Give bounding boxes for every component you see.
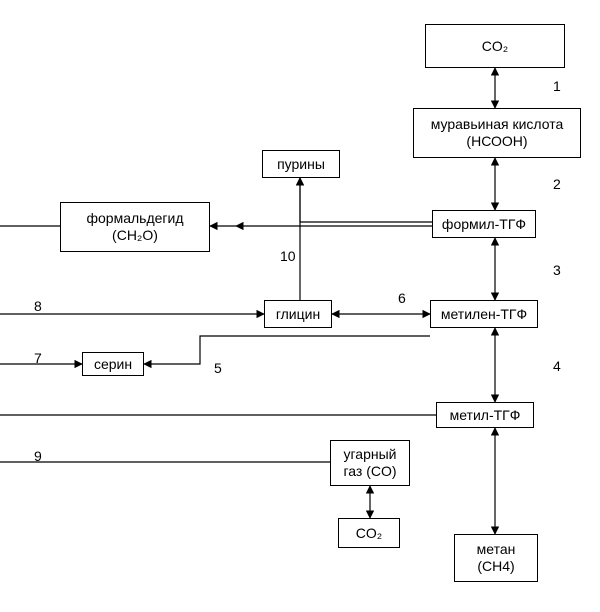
edge-label-text: 5 xyxy=(214,360,222,376)
node-methyl: метил-ТГФ xyxy=(436,402,534,428)
edge-label-text: 8 xyxy=(34,298,42,314)
node-methylene: метилен-ТГФ xyxy=(430,300,538,328)
edge-label-l5: 5 xyxy=(214,360,222,376)
edge-label-l1: 1 xyxy=(553,78,561,94)
edge-formyl-purines xyxy=(300,178,432,222)
edge-label-text: 3 xyxy=(553,262,561,278)
node-label: угарный газ (CO) xyxy=(343,446,396,480)
edge-label-l7: 7 xyxy=(34,350,42,366)
node-label: формальдегид (CH₂O) xyxy=(86,210,183,244)
edge-label-text: 1 xyxy=(553,78,561,94)
edge-label-l3: 3 xyxy=(553,262,561,278)
edge-label-text: 7 xyxy=(34,350,42,366)
diagram-stage: CO₂ муравьиная кислота (НСООН) пурины форма… xyxy=(0,0,600,612)
node-label: серин xyxy=(94,356,132,373)
edge-label-text: 4 xyxy=(553,358,561,374)
edge-label-text: 9 xyxy=(34,448,42,464)
node-formaldehyde: формальдегид (CH₂O) xyxy=(60,202,210,252)
edge-label-l2: 2 xyxy=(553,176,561,192)
edge-label-l6: 6 xyxy=(398,290,406,306)
edge-label-l9: 9 xyxy=(34,448,42,464)
node-label: метилен-ТГФ xyxy=(441,306,527,323)
node-formyl: формил-ТГФ xyxy=(432,210,536,238)
edge-serine-glycine xyxy=(144,336,430,364)
node-purines: пурины xyxy=(262,150,340,178)
node-label: формил-ТГФ xyxy=(442,216,526,233)
edge-label-l8: 8 xyxy=(34,298,42,314)
node-formic: муравьиная кислота (НСООН) xyxy=(413,108,581,158)
node-label: метил-ТГФ xyxy=(450,407,521,424)
edge-label-text: 6 xyxy=(398,290,406,306)
node-label: глицин xyxy=(276,306,320,323)
node-label: CO₂ xyxy=(356,525,382,542)
node-co2_bot: CO₂ xyxy=(338,518,400,548)
node-co2_top: CO₂ xyxy=(425,24,565,68)
edge-label-l4: 4 xyxy=(553,358,561,374)
node-label: муравьиная кислота (НСООН) xyxy=(431,116,564,150)
node-serine: серин xyxy=(82,352,144,376)
node-label: метан (CH4) xyxy=(477,541,516,575)
edge-label-text: 2 xyxy=(553,176,561,192)
edge-label-l10: 10 xyxy=(280,248,296,264)
node-label: CO₂ xyxy=(482,38,508,55)
node-glycine: глицин xyxy=(264,300,332,328)
node-co_gas: угарный газ (CO) xyxy=(330,440,410,486)
edge-label-text: 10 xyxy=(280,248,296,264)
node-label: пурины xyxy=(277,156,325,173)
node-methane: метан (CH4) xyxy=(454,534,538,582)
